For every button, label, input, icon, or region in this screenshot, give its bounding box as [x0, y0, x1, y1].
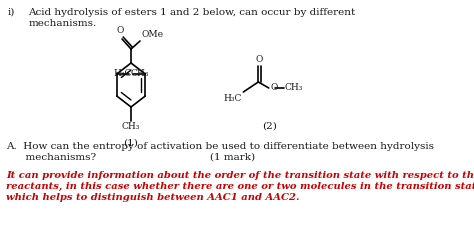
Text: A.  How can the entropy of activation be used to differentiate between hydrolysi: A. How can the entropy of activation be … — [6, 142, 434, 151]
Text: (1): (1) — [124, 139, 138, 148]
Text: CH₃: CH₃ — [122, 122, 140, 131]
Text: mechanisms.: mechanisms. — [28, 19, 97, 28]
Text: Acid hydrolysis of esters 1 and 2 below, can occur by different: Acid hydrolysis of esters 1 and 2 below,… — [28, 8, 356, 17]
Text: OMe: OMe — [142, 30, 164, 39]
Text: It can provide information about the order of the transition state with respect : It can provide information about the ord… — [6, 171, 474, 180]
Text: CH₃: CH₃ — [130, 70, 149, 79]
Text: O: O — [117, 26, 124, 35]
Text: H₃C: H₃C — [223, 94, 242, 103]
Text: (2): (2) — [262, 122, 277, 131]
Text: H₃C: H₃C — [113, 70, 132, 79]
Text: reactants, in this case whether there are one or two molecules in the transition: reactants, in this case whether there ar… — [6, 182, 474, 191]
Text: O: O — [255, 55, 263, 64]
Text: mechanisms?                                   (1 mark): mechanisms? (1 mark) — [6, 153, 255, 162]
Text: CH₃: CH₃ — [284, 83, 303, 92]
Text: O: O — [270, 83, 278, 92]
Text: i): i) — [8, 8, 15, 17]
Text: which helps to distinguish between AAC1 and AAC2.: which helps to distinguish between AAC1 … — [6, 193, 300, 202]
